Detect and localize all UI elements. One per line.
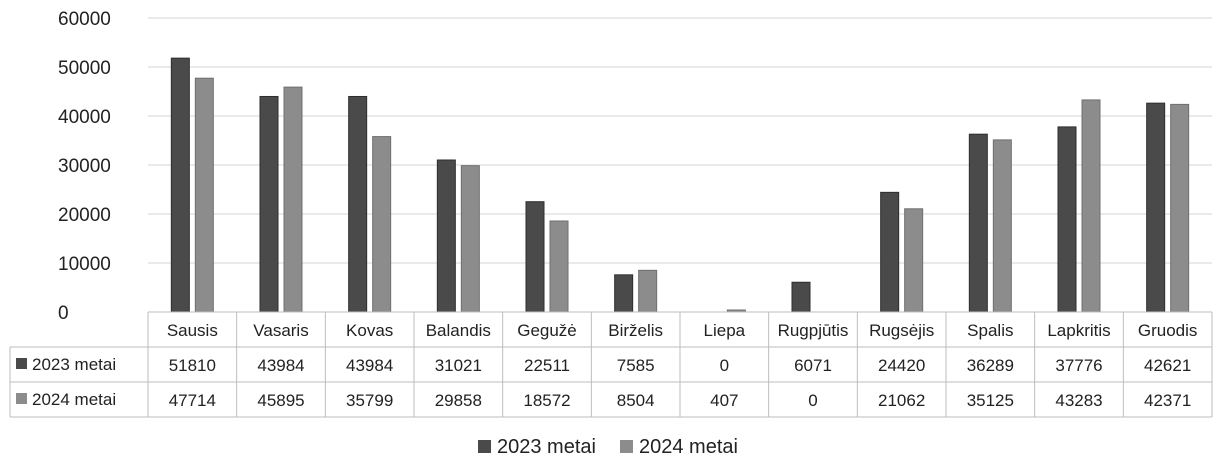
table-cell-value: 0 xyxy=(808,391,817,410)
table-cell-value: 42621 xyxy=(1144,356,1191,375)
bar xyxy=(436,159,456,313)
legend-label: 2023 metai xyxy=(497,436,596,458)
category-label: Rugsėjis xyxy=(869,321,934,340)
table-cell-value: 6071 xyxy=(794,356,832,375)
category-label: Kovas xyxy=(346,321,393,340)
table-cell-value: 8504 xyxy=(617,391,655,410)
category-label: Balandis xyxy=(426,321,491,340)
table-cell-value: 35799 xyxy=(346,391,393,410)
category-label: Birželis xyxy=(608,321,663,340)
bar xyxy=(283,86,303,313)
y-tick-label: 10000 xyxy=(58,254,111,275)
series-row-label: 2023 metai xyxy=(32,355,116,374)
data-table: Sausis Vasaris Kovas Balandis Gegužė Birželis… xyxy=(9,311,1213,418)
table-cell-value: 37776 xyxy=(1055,356,1102,375)
legend-key-swatch xyxy=(16,358,27,369)
bars xyxy=(170,57,1190,313)
bar xyxy=(638,269,658,313)
bar xyxy=(968,133,988,313)
table-cell-value: 24420 xyxy=(878,356,925,375)
table-cell-value: 18572 xyxy=(523,391,570,410)
y-tick-label: 30000 xyxy=(58,156,111,177)
bar xyxy=(904,208,924,313)
table-cell-value: 0 xyxy=(720,356,729,375)
y-tick-label: 50000 xyxy=(58,58,111,79)
category-label: Rugpjūtis xyxy=(778,321,849,340)
bar xyxy=(259,95,279,313)
category-label: Sausis xyxy=(167,321,218,340)
series-row-label: 2024 metai xyxy=(32,390,116,409)
category-label: Spalis xyxy=(967,321,1013,340)
table-cell-value: 35125 xyxy=(967,391,1014,410)
category-label: Lapkritis xyxy=(1047,321,1110,340)
bar xyxy=(170,57,190,313)
bar xyxy=(992,139,1012,313)
table-cell-value: 47714 xyxy=(169,391,216,410)
bar xyxy=(880,191,900,313)
table-cell-value: 31021 xyxy=(435,356,482,375)
legend: 2023 metai 2024 metai xyxy=(478,436,738,458)
y-tick-label: 0 xyxy=(58,303,69,324)
y-tick-label: 20000 xyxy=(58,205,111,226)
table-cell-value: 43984 xyxy=(257,356,304,375)
y-axis: 60000 50000 40000 30000 20000 10000 0 xyxy=(58,9,111,324)
category-label: Liepa xyxy=(704,321,746,340)
table-cell-value: 42371 xyxy=(1144,391,1191,410)
table-cell-value: 43283 xyxy=(1055,391,1102,410)
bar xyxy=(614,274,634,313)
table-cell-value: 7585 xyxy=(617,356,655,375)
legend-swatch xyxy=(620,440,633,453)
bar xyxy=(194,77,214,313)
bar xyxy=(372,136,392,313)
table-cell-value: 43984 xyxy=(346,356,393,375)
bar xyxy=(525,201,545,313)
bar xyxy=(348,95,368,313)
legend-key-swatch xyxy=(16,393,27,404)
table-cell-value: 36289 xyxy=(967,356,1014,375)
legend-label: 2024 metai xyxy=(639,436,738,458)
category-label: Gruodis xyxy=(1138,321,1198,340)
table-cell-value: 21062 xyxy=(878,391,925,410)
bar xyxy=(549,220,569,313)
y-tick-label: 60000 xyxy=(58,9,111,30)
bar xyxy=(460,165,480,313)
bar xyxy=(1146,102,1166,313)
table-cell-value: 51810 xyxy=(169,356,216,375)
table-cell-value: 407 xyxy=(710,391,738,410)
bar xyxy=(1057,126,1077,313)
bar xyxy=(791,281,811,313)
category-label: Vasaris xyxy=(253,321,308,340)
category-label: Gegužė xyxy=(517,321,577,340)
bar xyxy=(1081,99,1101,313)
table-cell-value: 45895 xyxy=(257,391,304,410)
table-cell-value: 22511 xyxy=(524,356,570,375)
legend-swatch xyxy=(478,440,491,453)
y-tick-label: 40000 xyxy=(58,107,111,128)
gridlines xyxy=(148,17,1212,313)
table-cell-value: 29858 xyxy=(435,391,482,410)
bar xyxy=(1170,103,1190,313)
